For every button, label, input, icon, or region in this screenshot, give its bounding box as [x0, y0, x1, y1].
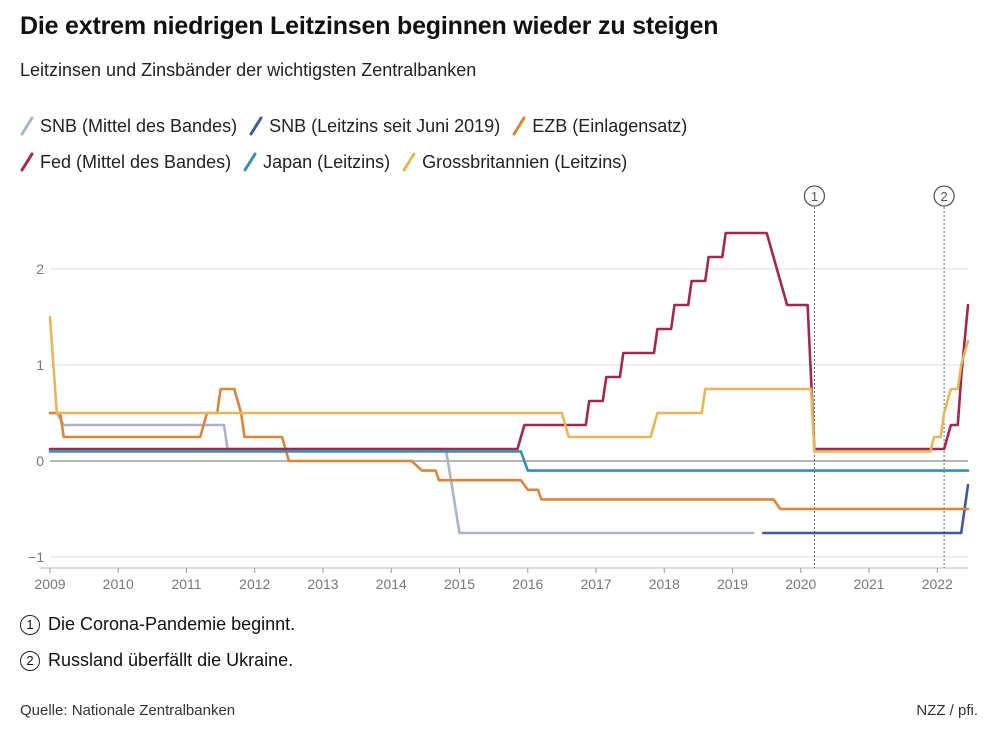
legend-label: Fed (Mittel des Bandes) — [40, 151, 232, 172]
source-note: Quelle: Nationale Zentralbanken — [20, 702, 236, 719]
x-tick-label: 2022 — [922, 576, 953, 592]
credit-note: NZZ / pfi. — [916, 702, 978, 719]
annotation-marker-label: 2 — [940, 189, 947, 204]
x-tick-label: 2013 — [307, 576, 338, 592]
legend-item: SNB (Leitzins seit Juni 2019) — [249, 116, 500, 137]
legend-swatch — [20, 116, 34, 136]
legend-label: EZB (Einlagensatz) — [532, 115, 688, 136]
legend-row-2: Fed (Mittel des Bandes) Japan (Leitzins)… — [20, 144, 980, 180]
legend: SNB (Mittel des Bandes) SNB (Leitzins se… — [20, 108, 980, 180]
legend-swatch — [249, 116, 263, 136]
x-tick-label: 2015 — [444, 576, 475, 592]
annotation-note-1: 1 Die Corona-Pandemie beginnt. — [20, 614, 295, 635]
annotation-marker-label: 1 — [811, 189, 818, 204]
legend-swatch — [20, 152, 34, 172]
x-tick-label: 2017 — [580, 576, 611, 592]
legend-swatch — [512, 116, 526, 136]
x-tick-label: 2014 — [376, 576, 407, 592]
legend-label: Grossbritannien (Leitzins) — [422, 151, 628, 172]
x-tick-label: 2021 — [853, 576, 884, 592]
y-tick-label: 0 — [36, 453, 44, 469]
x-tick-label: 2011 — [171, 576, 201, 592]
legend-swatch-line — [249, 116, 263, 136]
legend-swatch-line — [20, 116, 34, 136]
chart-title: Die extrem niedrigen Leitzinsen beginnen… — [20, 12, 719, 40]
x-tick-label: 2010 — [103, 576, 134, 592]
legend-swatch-line — [512, 116, 526, 136]
series-line — [48, 315, 970, 453]
series-line — [48, 411, 755, 535]
legend-label: Japan (Leitzins) — [263, 151, 391, 172]
series-line — [48, 450, 970, 472]
series-line — [761, 483, 970, 535]
x-tick-label: 2016 — [512, 576, 543, 592]
legend-item: EZB (Einlagensatz) — [512, 116, 687, 137]
legend-swatch-line — [20, 152, 34, 172]
y-tick-label: −1 — [28, 549, 44, 565]
note-number-badge: 1 — [20, 614, 40, 635]
x-tick-label: 2009 — [34, 576, 65, 592]
note-text: Russland überfällt die Ukraine. — [48, 650, 294, 670]
y-tick-label: 2 — [36, 261, 44, 277]
legend-item: SNB (Mittel des Bandes) — [20, 116, 237, 137]
legend-item: Grossbritannien (Leitzins) — [402, 152, 627, 173]
legend-row-1: SNB (Mittel des Bandes) SNB (Leitzins se… — [20, 108, 980, 144]
note-number-badge: 2 — [20, 650, 40, 671]
x-tick-label: 2012 — [239, 576, 270, 592]
legend-swatch-line — [402, 152, 416, 172]
annotation-note-2: 2 Russland überfällt die Ukraine. — [20, 650, 293, 671]
legend-swatch — [243, 152, 257, 172]
legend-item: Japan (Leitzins) — [243, 152, 390, 173]
series-line — [48, 387, 970, 511]
x-tick-label: 2019 — [717, 576, 748, 592]
legend-swatch — [402, 152, 416, 172]
legend-swatch-line — [243, 152, 257, 172]
x-tick-label: 2020 — [785, 576, 816, 592]
legend-label: SNB (Mittel des Bandes) — [40, 115, 238, 136]
series-line — [48, 231, 970, 451]
annotation-marker-circle — [933, 185, 955, 207]
annotation-marker-circle — [803, 185, 826, 207]
note-text: Die Corona-Pandemie beginnt. — [48, 614, 296, 634]
chart-subtitle: Leitzinsen und Zinsbänder der wichtigste… — [20, 60, 477, 80]
legend-item: Fed (Mittel des Bandes) — [20, 152, 231, 173]
x-tick-label: 2018 — [649, 576, 680, 592]
y-tick-label: 1 — [36, 357, 44, 373]
legend-label: SNB (Leitzins seit Juni 2019) — [269, 115, 501, 136]
